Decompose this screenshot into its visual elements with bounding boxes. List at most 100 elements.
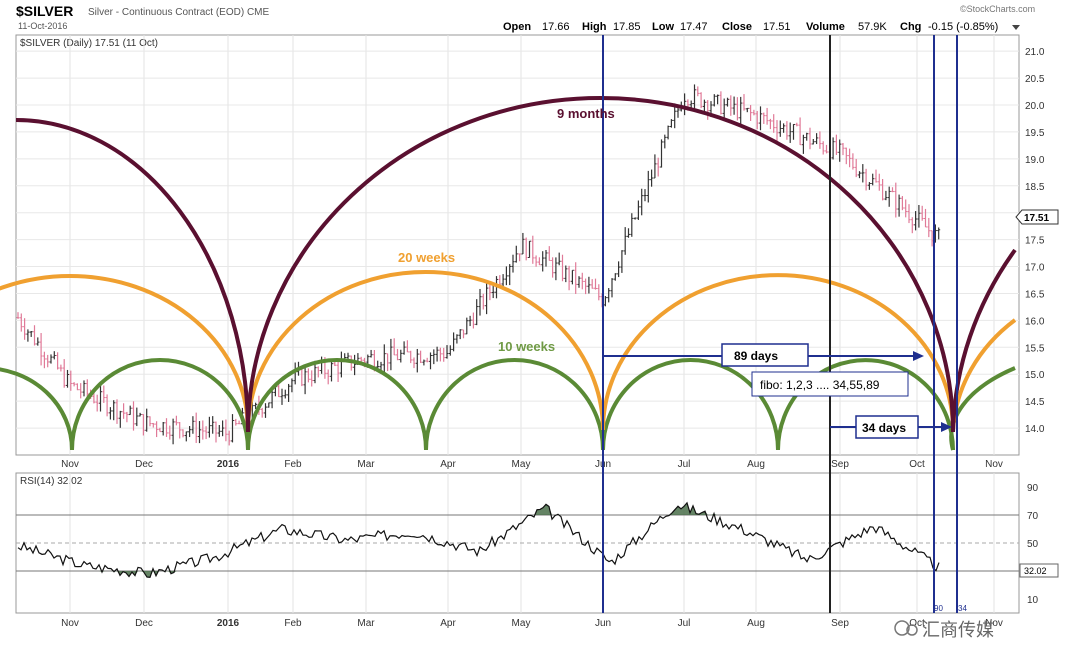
price-x-tick-label: Mar [357,459,375,470]
price-x-tick-label: Feb [284,459,302,470]
rsi-x-tick-label: Nov [61,618,79,629]
price-x-tick-label: 2016 [217,459,240,470]
days-89-arrowhead [913,351,924,361]
rsi-x-tick-label: Dec [135,618,153,629]
twenty-week-arc [246,270,605,431]
ten-week-arc [0,367,74,451]
price-y-tick-label: 16.0 [1025,316,1045,327]
price-bars [16,84,941,446]
price-x-tick-label: Aug [747,459,765,470]
rsi-y-tick-label: 70 [1027,511,1039,522]
price-y-tick-label: 14.5 [1025,397,1045,408]
rsi-value-tag [1019,563,1059,578]
rsi-x-tick-label: Mar [357,618,375,629]
watermark-logo-icon-2 [906,624,918,636]
rsi-bottom-tag-1: 90 [934,604,943,613]
volume-value: 57.9K [858,21,887,33]
rsi-x-tick-label: May [512,618,531,629]
rsi-x-tick-label: Jul [678,618,691,629]
price-y-tick-label: 17.5 [1025,236,1045,247]
rsi-y-tick-label: 10 [1027,595,1039,606]
chg-value: -0.15 (-0.85%) [928,21,998,33]
price-x-tick-label: Oct [909,459,925,470]
price-y-tick-label: 17.0 [1025,263,1045,274]
twenty-weeks-label: 20 weeks [398,250,455,265]
days-89-label: 89 days [734,349,778,363]
price-x-tick-label: Nov [985,459,1003,470]
rsi-x-tick-label: Nov [985,618,1003,629]
price-x-tick-label: Dec [135,459,153,470]
days-34-arrowhead [941,422,952,432]
ten-week-arc [70,358,250,451]
cycle-arcs [0,96,1017,451]
open-label: Open [503,21,531,33]
nine-month-arc [246,96,955,433]
price-y-tick-label: 16.5 [1025,289,1045,300]
days-34-label: 34 days [862,421,906,435]
fibo-box [751,371,909,397]
price-y-tick-label: 14.0 [1025,424,1045,435]
rsi-x-tick-label: Aug [747,618,765,629]
chevron-down-icon[interactable] [1012,25,1020,30]
twenty-week-arc [0,274,250,431]
price-x-tick-label: Sep [831,459,849,470]
price-x-tick-label: Jul [678,459,691,470]
price-y-tick-label: 19.0 [1025,155,1045,166]
high-label: High [582,21,607,33]
rsi-value: 32.02 [1024,566,1047,576]
fibo-label: fibo: 1,2,3 .... 34,55,89 [760,378,880,392]
rsi-y-tick-label: 90 [1027,483,1039,494]
rsi-x-tick-label: Apr [440,618,456,629]
rsi-x-tick-label: Sep [831,618,849,629]
days-34-box [855,415,919,439]
ten-weeks-label: 10 weeks [498,339,555,354]
days-89-box [721,343,809,367]
last-price-tag [1015,209,1059,225]
ten-week-arc [776,358,955,451]
rsi-series [17,501,940,579]
chg-label: Chg [900,21,921,33]
price-x-tick-label: Nov [61,459,79,470]
price-y-tick-label: 20.0 [1025,101,1045,112]
cycle-vertical-lines [602,35,958,613]
nine-month-arc [15,118,250,433]
rsi-y-tick-label: 50 [1027,539,1039,550]
price-y-tick-label: 15.5 [1025,343,1045,354]
low-value: 17.47 [680,21,708,33]
rsi-label: RSI(14) 32.02 [20,476,83,487]
nine-months-label: 9 months [557,106,615,121]
price-y-axis: 14.014.515.015.516.016.517.017.518.018.5… [1025,47,1045,435]
close-value: 17.51 [763,21,791,33]
rsi-x-axis: Nov Dec 2016 Feb Mar Apr May Jun Jul Aug Sep Oct Nov [61,618,1003,629]
price-legend-line: $SILVER (Daily) 17.51 (11 Oct) [20,38,158,49]
rsi-line [17,501,940,579]
chart-date: 11-Oct-2016 [18,21,67,31]
rsi-x-tick-label: Jun [595,618,611,629]
footer-watermark-text: 汇商传媒 [922,620,994,640]
high-value: 17.85 [613,21,641,33]
ten-week-arc [601,358,780,451]
rsi-x-tick-label: Feb [284,618,302,629]
last-price-value: 17.51 [1024,213,1049,224]
rsi-x-tick-label: 2016 [217,618,240,629]
rsi-y-axis: 1030507090 [1027,483,1039,606]
price-y-tick-label: 20.5 [1025,74,1045,85]
close-label: Close [722,21,752,33]
open-value: 17.66 [542,21,570,33]
price-y-tick-label: 15.0 [1025,370,1045,381]
footer-watermark: 汇商传媒 [894,620,994,640]
ten-week-arc [949,366,1016,451]
nine-month-arc [951,248,1017,433]
price-y-tick-label: 21.0 [1025,47,1045,58]
rsi-bottom-tag-2: 34 [958,604,967,613]
volume-label: Volume [806,21,845,33]
price-y-tick-label: 18.5 [1025,182,1045,193]
price-x-tick-label: May [512,459,531,470]
rsi-x-tick-label: Oct [909,618,925,629]
symbol-description: Silver - Continuous Contract (EOD) CME [88,7,269,18]
stockcharts-watermark: ©StockCharts.com [960,4,1035,14]
symbol-title: $SILVER [16,3,73,19]
